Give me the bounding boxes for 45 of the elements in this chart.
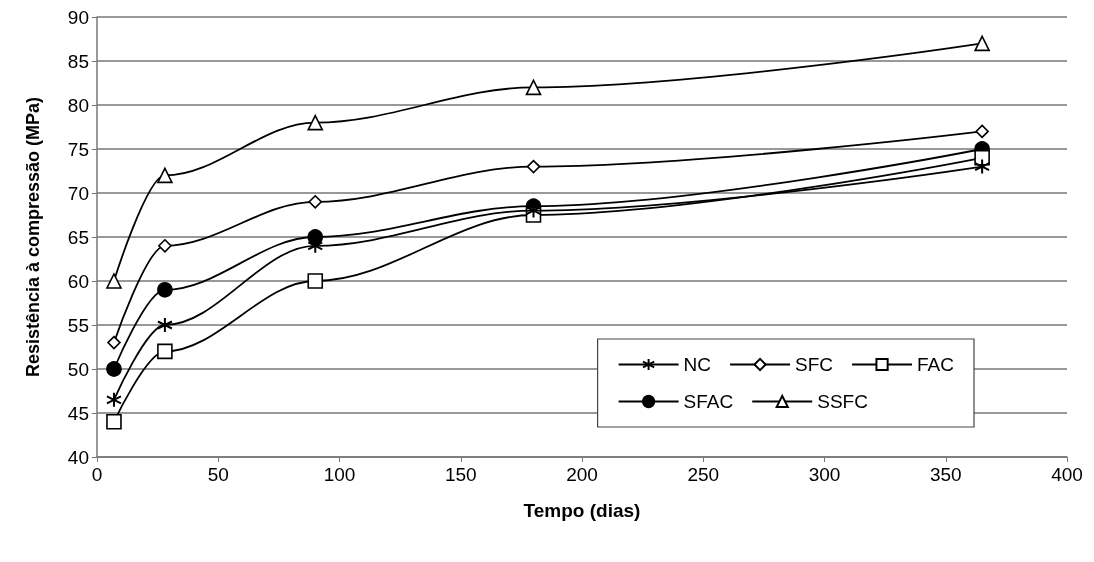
x-tick-label: 0 [91,464,103,485]
point [157,343,173,360]
x-tick-label: 50 [207,464,229,485]
point [158,239,172,253]
y-tick-label: 75 [67,138,89,160]
y-tick-label: 85 [67,50,89,72]
x-tick-label: 350 [929,464,962,485]
legend-label: NC [683,354,712,375]
y-tick-label: 60 [67,270,89,292]
legend-label: SFC [795,354,834,375]
point [107,335,121,350]
legend-label: SSFC [817,391,868,412]
point [307,273,324,289]
point [105,391,122,408]
point [157,167,173,184]
y-tick-label: 90 [67,6,89,28]
x-tick-label: 400 [1051,464,1083,485]
point [156,317,173,333]
x-tick-label: 100 [323,464,356,485]
x-tick-label: 250 [687,464,720,485]
x-axis-title: Tempo (dias) [523,500,641,521]
point [975,124,989,139]
y-tick-label: 45 [67,402,89,424]
x-tick-label: 150 [444,464,477,485]
point [525,79,542,96]
point [157,282,173,298]
y-tick-label: 50 [67,358,89,380]
y-tick-label: 70 [67,182,89,204]
point [106,361,122,377]
y-axis-title: Resistência à compressão (MPa) [23,96,43,378]
y-tick-label: 55 [67,314,89,336]
point [308,195,323,209]
y-tick-label: 80 [67,94,89,116]
point [307,229,324,245]
y-tick-label: 65 [67,226,89,248]
y-tick-label: 40 [67,446,89,468]
point [526,159,541,174]
legend-label: SFAC [683,391,734,412]
legend-label: FAC [917,354,954,375]
point [106,414,122,430]
x-tick-label: 200 [566,464,598,485]
x-tick-label: 300 [808,464,841,485]
point [974,35,990,52]
point [307,114,324,131]
point [106,273,122,289]
